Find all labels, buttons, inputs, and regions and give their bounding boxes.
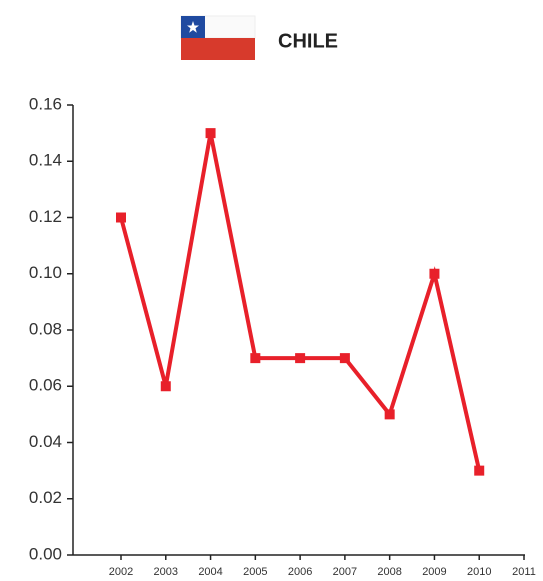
marker [339,353,350,364]
marker [474,465,485,476]
y-tick-label: 0.08 [29,319,62,338]
y-tick-label: 0.04 [29,432,62,451]
y-tick-label: 0.00 [29,544,62,563]
y-tick-label: 0.12 [29,207,62,226]
marker [116,212,126,223]
marker [160,381,171,392]
x-tick-label: 2002 [109,566,133,578]
flag [180,15,256,60]
x-tick-label: 2010 [467,566,491,578]
y-tick-label: 0.02 [29,488,62,507]
line [119,132,482,472]
x-tick-label: 2008 [377,566,401,578]
marker [429,268,440,279]
y-tick-label: 0.14 [29,151,62,170]
marker [205,128,216,139]
chart-title: CHILE [278,30,338,52]
x-tick-label: 2003 [154,566,178,578]
x-tick-label: 2005 [243,566,267,578]
marker [384,409,395,420]
x-tick-label: 2007 [333,566,357,578]
x-tick-label: 2011 [512,566,536,578]
y-tick-label: 0.10 [29,263,62,282]
marker [295,353,306,364]
x-tick-label: 2009 [422,566,446,578]
y-tick-label: 0.16 [29,94,62,113]
x-tick-label: 2004 [198,566,222,578]
marker [250,353,261,364]
x-tick-label: 2006 [288,566,312,578]
y-tick-label: 0.06 [29,376,62,395]
